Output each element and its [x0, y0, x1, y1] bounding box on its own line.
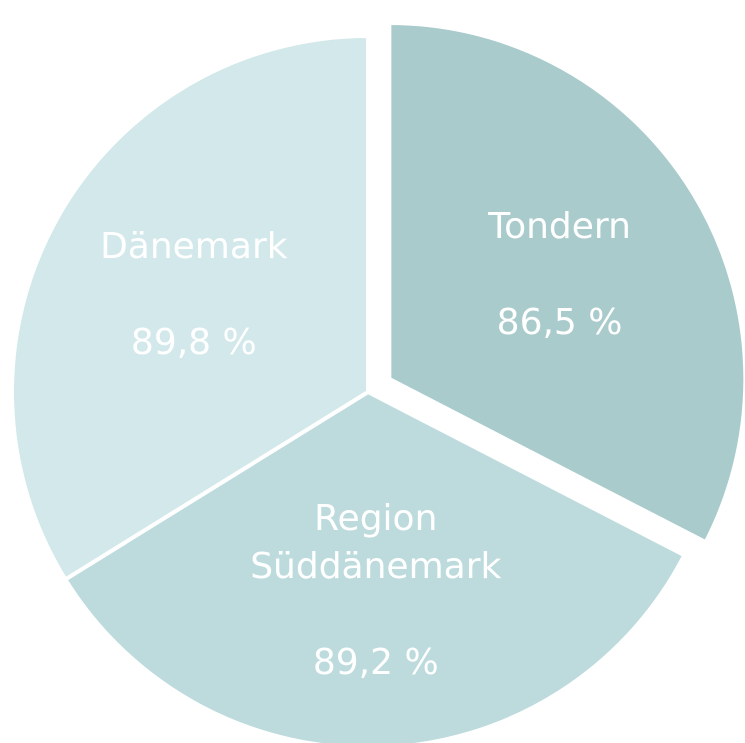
value-label: 86,5 % — [410, 299, 710, 347]
category-label: Region Süddänemark — [226, 495, 526, 591]
slice-label: Dänemark 89,8 % — [44, 223, 344, 367]
slice-label: Tondern 86,5 % — [410, 203, 710, 347]
category-label: Dänemark — [44, 223, 344, 271]
slice-label: Region Süddänemark 89,2 % — [226, 495, 526, 687]
value-label: 89,8 % — [44, 319, 344, 367]
value-label: 89,2 % — [226, 639, 526, 687]
chart: Tondern 86,5 % Region Süddänemark 89,2 % Dän… — [0, 0, 745, 743]
category-label: Tondern — [410, 203, 710, 251]
